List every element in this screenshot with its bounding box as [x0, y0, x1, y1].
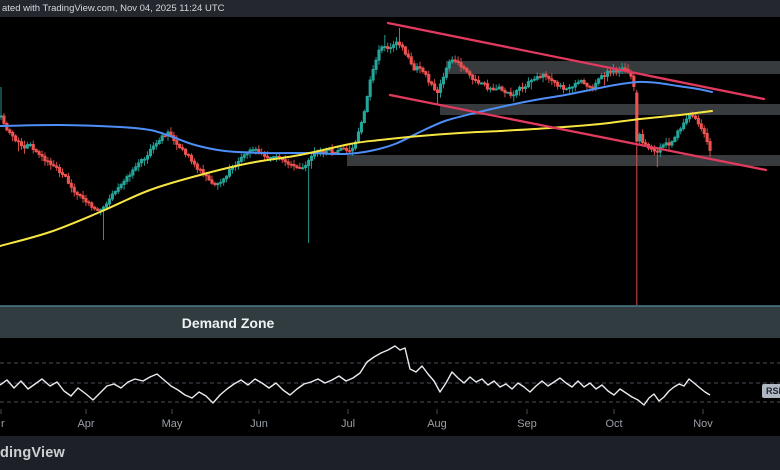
time-axis-label: Apr [77, 418, 95, 430]
demand-zone-label: Demand Zone [181, 315, 275, 331]
time-axis-label: r [1, 418, 5, 430]
descending-trendline[interactable] [388, 93, 768, 172]
time-axis-label: Nov [693, 418, 713, 430]
time-axis-label: Sep [517, 418, 537, 430]
time-axis-label: Jul [340, 418, 356, 430]
footer-bar: dingView [0, 436, 780, 470]
slow-ma-yellow [0, 110, 713, 247]
time-axis-label: May [161, 418, 183, 430]
time-axis-label: Jun [250, 418, 268, 430]
rsi-indicator-badge[interactable]: RSI [762, 384, 780, 398]
attribution-text: ated with TradingView.com, Nov 04, 2025 … [2, 3, 225, 14]
tradingview-logo-text: dingView [0, 445, 65, 461]
time-axis-label: Oct [605, 418, 623, 430]
demand-zone-band [0, 306, 780, 338]
attribution-bar: ated with TradingView.com, Nov 04, 2025 … [0, 0, 780, 17]
supply-zone [347, 155, 780, 166]
fast-ma-blue [0, 80, 713, 156]
time-axis-label: Aug [427, 418, 447, 430]
candles-down [2, 28, 712, 305]
supply-zone [440, 104, 780, 115]
rsi-line [0, 345, 711, 406]
time-axis[interactable]: r Apr May Jun Jul Aug Sep Oct Nov [0, 412, 780, 436]
descending-trendline[interactable] [386, 21, 766, 101]
